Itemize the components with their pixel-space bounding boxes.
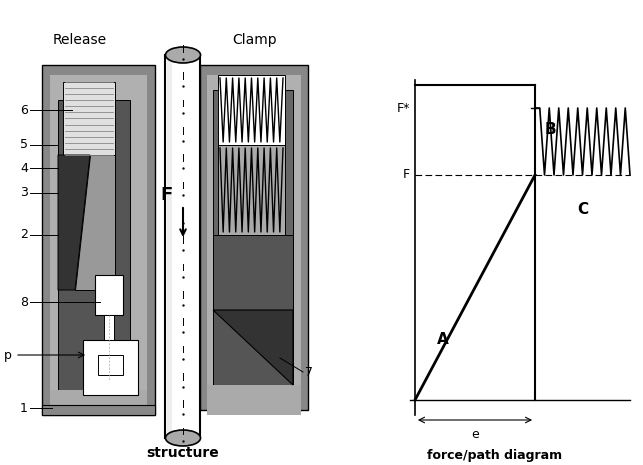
Polygon shape [75,155,115,290]
Bar [83,340,138,395]
Bar [95,275,123,315]
Bar [207,385,301,415]
Bar [218,145,285,235]
Text: 8: 8 [20,295,28,308]
Ellipse shape [165,430,201,446]
Text: F*: F* [397,101,410,114]
Text: force/path diagram: force/path diagram [428,449,563,461]
Bar [42,405,155,415]
Bar [98,355,123,375]
Bar [42,65,155,415]
Bar [207,75,301,400]
Text: 5: 5 [20,139,28,152]
Text: F: F [403,168,410,181]
Bar [200,65,308,410]
Bar [218,75,285,145]
Text: Clamp: Clamp [233,33,277,47]
Text: F: F [161,186,173,204]
Bar [58,100,130,390]
Bar [165,55,200,438]
Text: B: B [545,122,557,138]
Bar [167,60,172,433]
Polygon shape [58,155,90,290]
Polygon shape [213,310,293,385]
Text: e: e [471,428,479,441]
Bar [50,75,147,405]
Text: structure: structure [147,446,219,460]
Ellipse shape [165,47,201,63]
Text: A: A [437,332,449,347]
Text: 6: 6 [20,104,28,117]
Text: 3: 3 [20,186,28,199]
Bar [50,390,147,415]
Text: 7: 7 [305,365,313,379]
Bar [63,82,115,155]
Bar [104,315,114,355]
Text: 2: 2 [20,228,28,241]
Text: 1: 1 [20,401,28,414]
Text: Release: Release [53,33,107,47]
Text: 4: 4 [20,161,28,174]
Bar [213,90,293,385]
Text: C: C [577,202,588,218]
Bar [213,235,293,385]
Text: p: p [4,348,12,361]
